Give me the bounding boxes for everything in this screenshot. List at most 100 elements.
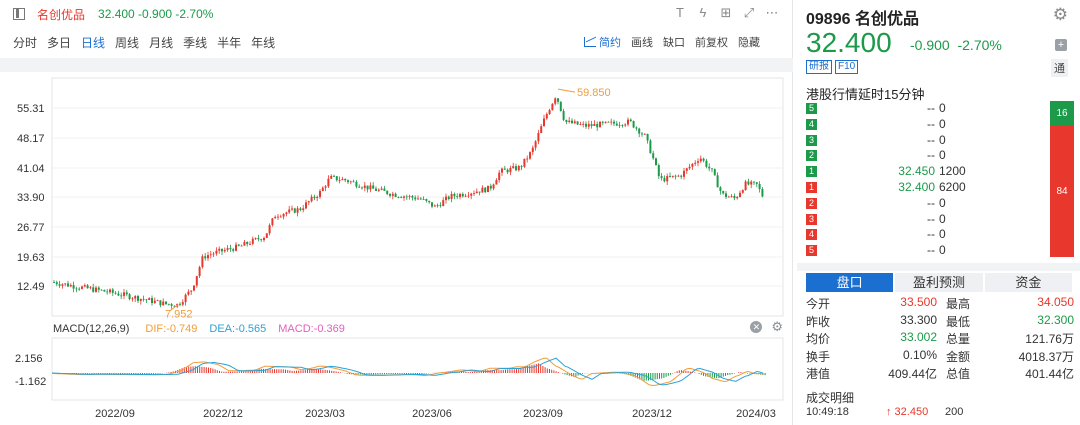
period-tab[interactable]: 多日 [47, 35, 72, 50]
candle-body [254, 238, 257, 239]
panel-divider [797, 263, 1080, 271]
deal-detail-title[interactable]: 成交明细 [806, 391, 855, 405]
candle-body [400, 197, 403, 198]
macd-histogram-bar [106, 373, 108, 374]
orderbook-volume: 0 [939, 195, 946, 210]
close-icon[interactable]: ✕ [750, 321, 763, 333]
macd-histogram-bar [417, 373, 418, 375]
orderbook-row[interactable]: 4 -- 0 [806, 227, 1046, 243]
macd-histogram-bar [507, 369, 509, 373]
candle-body [165, 301, 167, 304]
orderbook-row[interactable]: 3 -- 0 [806, 212, 1046, 228]
candle-body [694, 162, 697, 164]
period-tab[interactable]: 月线 [149, 35, 174, 50]
macd-histogram-bar [331, 370, 333, 373]
candle-body [265, 233, 268, 238]
draw-line-button[interactable]: 画线 [631, 37, 653, 49]
candlestick-chart[interactable]: 55.31 48.17 41.04 33.90 26.77 19.63 12.49 59.85… [0, 0, 793, 425]
macd-histogram-bar [676, 371, 678, 373]
candle-body [545, 114, 548, 119]
candle-body [86, 285, 89, 289]
period-tab[interactable]: 分时 [13, 35, 38, 50]
period-tab[interactable]: 年线 [251, 35, 276, 50]
add-watchlist-icon[interactable]: + [1055, 39, 1067, 51]
macd-histogram-bar [368, 373, 370, 375]
tab-profit-forecast[interactable]: 盈利预测 [895, 273, 983, 292]
orderbook-row[interactable]: 5 -- 0 [806, 101, 1046, 117]
orderbook-volume: 0 [939, 132, 946, 147]
hide-button[interactable]: 隐藏 [738, 37, 760, 49]
macd-histogram-bar [168, 372, 170, 373]
research-report-badge[interactable]: 研报 [806, 60, 832, 74]
candle-body [548, 110, 551, 115]
macd-histogram-bar [227, 371, 229, 373]
stock-name: 名创优品 [37, 7, 86, 22]
chart-panel[interactable]: 名创优品 32.400 -0.900 -2.70% T ϟ ⊞ ⤢ ⋯ 分时 多… [0, 0, 793, 425]
macd-histogram-bar [714, 373, 715, 378]
candle-body [579, 124, 582, 125]
macd-histogram-bar [133, 373, 135, 375]
candle-body [109, 289, 111, 293]
tab-funds[interactable]: 资金 [984, 273, 1072, 292]
gap-button[interactable]: 缺口 [663, 37, 685, 49]
adjust-button[interactable]: 前复权 [695, 37, 728, 49]
candle-body [643, 133, 646, 135]
orderbook-row[interactable]: 4 -- 0 [806, 117, 1046, 133]
orderbook-row[interactable]: 5 -- 0 [806, 243, 1046, 259]
macd-histogram-bar [375, 373, 377, 375]
candle-body [506, 169, 509, 173]
period-tab[interactable]: 日线 [81, 35, 106, 50]
period-tab[interactable]: 半年 [217, 35, 242, 50]
orderbook-row[interactable]: 3 -- 0 [806, 133, 1046, 149]
fullscreen-icon[interactable]: ⤢ [743, 5, 755, 20]
candle-body [702, 158, 705, 161]
price-change: -0.900 -2.70% [910, 37, 1002, 53]
macd-histogram-bar [135, 373, 137, 375]
candle-body [517, 166, 520, 171]
candle-body [95, 287, 97, 292]
candle-body [677, 175, 680, 177]
orderbook-row[interactable]: 2 -- 0 [806, 196, 1046, 212]
macd-histogram-bar [357, 373, 359, 375]
candle-body [243, 241, 246, 246]
macd-histogram-bar [703, 373, 704, 376]
more-icon[interactable]: ⋯ [765, 5, 779, 20]
sidebar-toggle-icon[interactable] [13, 8, 25, 20]
orderbook-row[interactable]: 1 32.400 6200 [806, 180, 1046, 196]
x-tick-label: 2022/12 [203, 408, 243, 420]
deal-price: ↑ 32.450 [886, 406, 929, 418]
f10-badge[interactable]: F10 [835, 60, 859, 74]
candle-body [425, 199, 428, 201]
orderbook-row[interactable]: 1 32.450 1200 [806, 164, 1046, 180]
macd-histogram-bar [155, 373, 157, 374]
macd-histogram-bar [208, 367, 209, 373]
candle-body [761, 189, 764, 197]
candle-body [260, 239, 263, 241]
flash-icon[interactable]: ϟ [699, 5, 707, 20]
period-tab[interactable]: 周线 [115, 35, 140, 50]
level-badge: 4 [806, 118, 817, 130]
orderbook-row[interactable]: 2 -- 0 [806, 148, 1046, 164]
text-tool-icon[interactable]: T [676, 5, 684, 20]
macd-histogram-bar [159, 373, 161, 374]
gear-icon[interactable]: ⚙ [771, 319, 783, 334]
candle-body [431, 202, 433, 207]
macd-histogram-bar [388, 373, 390, 375]
macd-histogram-bar [337, 371, 339, 373]
period-tabs: 分时 多日 日线 周线 月线 季线 半年 年线 简约 画线 缺口 前复权 隐藏 [0, 30, 793, 54]
candle-body [114, 292, 117, 294]
candle-body [380, 188, 383, 190]
simple-mode-button[interactable]: 简约 [584, 34, 621, 50]
macd-histogram-bar [377, 373, 379, 375]
candle-body [526, 158, 529, 160]
candle-body [162, 301, 165, 306]
connect-badge[interactable]: 通 [1051, 59, 1068, 77]
macd-histogram-bar [144, 373, 146, 375]
period-tab[interactable]: 季线 [183, 35, 208, 50]
candle-body [727, 196, 730, 198]
tab-handicap[interactable]: 盘口 [806, 273, 894, 292]
settings-gear-icon[interactable]: ⚙ [1052, 5, 1068, 24]
candle-body [484, 187, 487, 193]
add-icon[interactable]: ⊞ [720, 5, 732, 20]
macd-histogram-bar [212, 368, 214, 373]
